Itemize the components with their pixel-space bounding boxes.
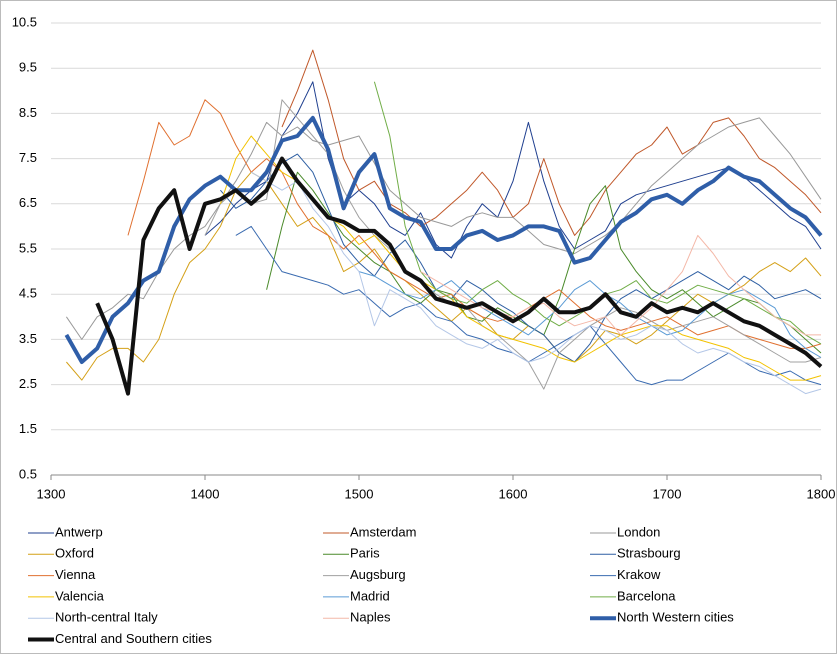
legend-label: Paris xyxy=(350,546,380,561)
series-line xyxy=(281,49,822,236)
y-tick-label: 8.5 xyxy=(19,105,37,120)
series-line xyxy=(65,117,822,340)
y-tick-label: 0.5 xyxy=(19,466,37,481)
x-tick-label: 1400 xyxy=(191,486,220,501)
y-tick-label: 6.5 xyxy=(19,195,37,210)
legend-label: Oxford xyxy=(55,546,94,561)
legend-label: Barcelona xyxy=(617,588,676,603)
series-line xyxy=(66,171,822,381)
y-tick-label: 7.5 xyxy=(19,150,37,165)
legend-label: North Western cities xyxy=(617,610,734,625)
x-tick-label: 1500 xyxy=(345,486,374,501)
legend-label: North-central Italy xyxy=(55,610,158,625)
x-tick-label: 1700 xyxy=(653,486,682,501)
series-line xyxy=(204,81,822,259)
x-tick-label: 1300 xyxy=(37,486,66,501)
legend-label: Valencia xyxy=(55,588,105,603)
legend-label: Vienna xyxy=(55,567,96,582)
y-tick-label: 10.5 xyxy=(12,14,37,29)
legend-label: Antwerp xyxy=(55,524,103,539)
legend-label: Madrid xyxy=(350,588,390,603)
legend-label: London xyxy=(617,524,660,539)
series-line xyxy=(64,115,823,364)
x-tick-label: 1800 xyxy=(807,486,836,501)
y-tick-label: 9.5 xyxy=(19,60,37,75)
x-tick-label: 1600 xyxy=(499,486,528,501)
series-line xyxy=(204,99,822,390)
series-line xyxy=(250,171,822,395)
legend-label: Strasbourg xyxy=(617,546,681,561)
series-line xyxy=(95,156,823,396)
y-tick-label: 2.5 xyxy=(19,376,37,391)
legend-label: Krakow xyxy=(617,567,661,582)
legend-label: Central and Southern cities xyxy=(55,631,212,646)
legend-label: Naples xyxy=(350,610,391,625)
y-tick-label: 5.5 xyxy=(19,240,37,255)
legend-label: Amsterdam xyxy=(350,524,416,539)
y-tick-label: 4.5 xyxy=(19,286,37,301)
series-line xyxy=(127,99,822,349)
y-tick-label: 1.5 xyxy=(19,421,37,436)
legend-label: Augsburg xyxy=(350,567,406,582)
y-tick-label: 3.5 xyxy=(19,331,37,346)
series-line xyxy=(420,234,821,336)
